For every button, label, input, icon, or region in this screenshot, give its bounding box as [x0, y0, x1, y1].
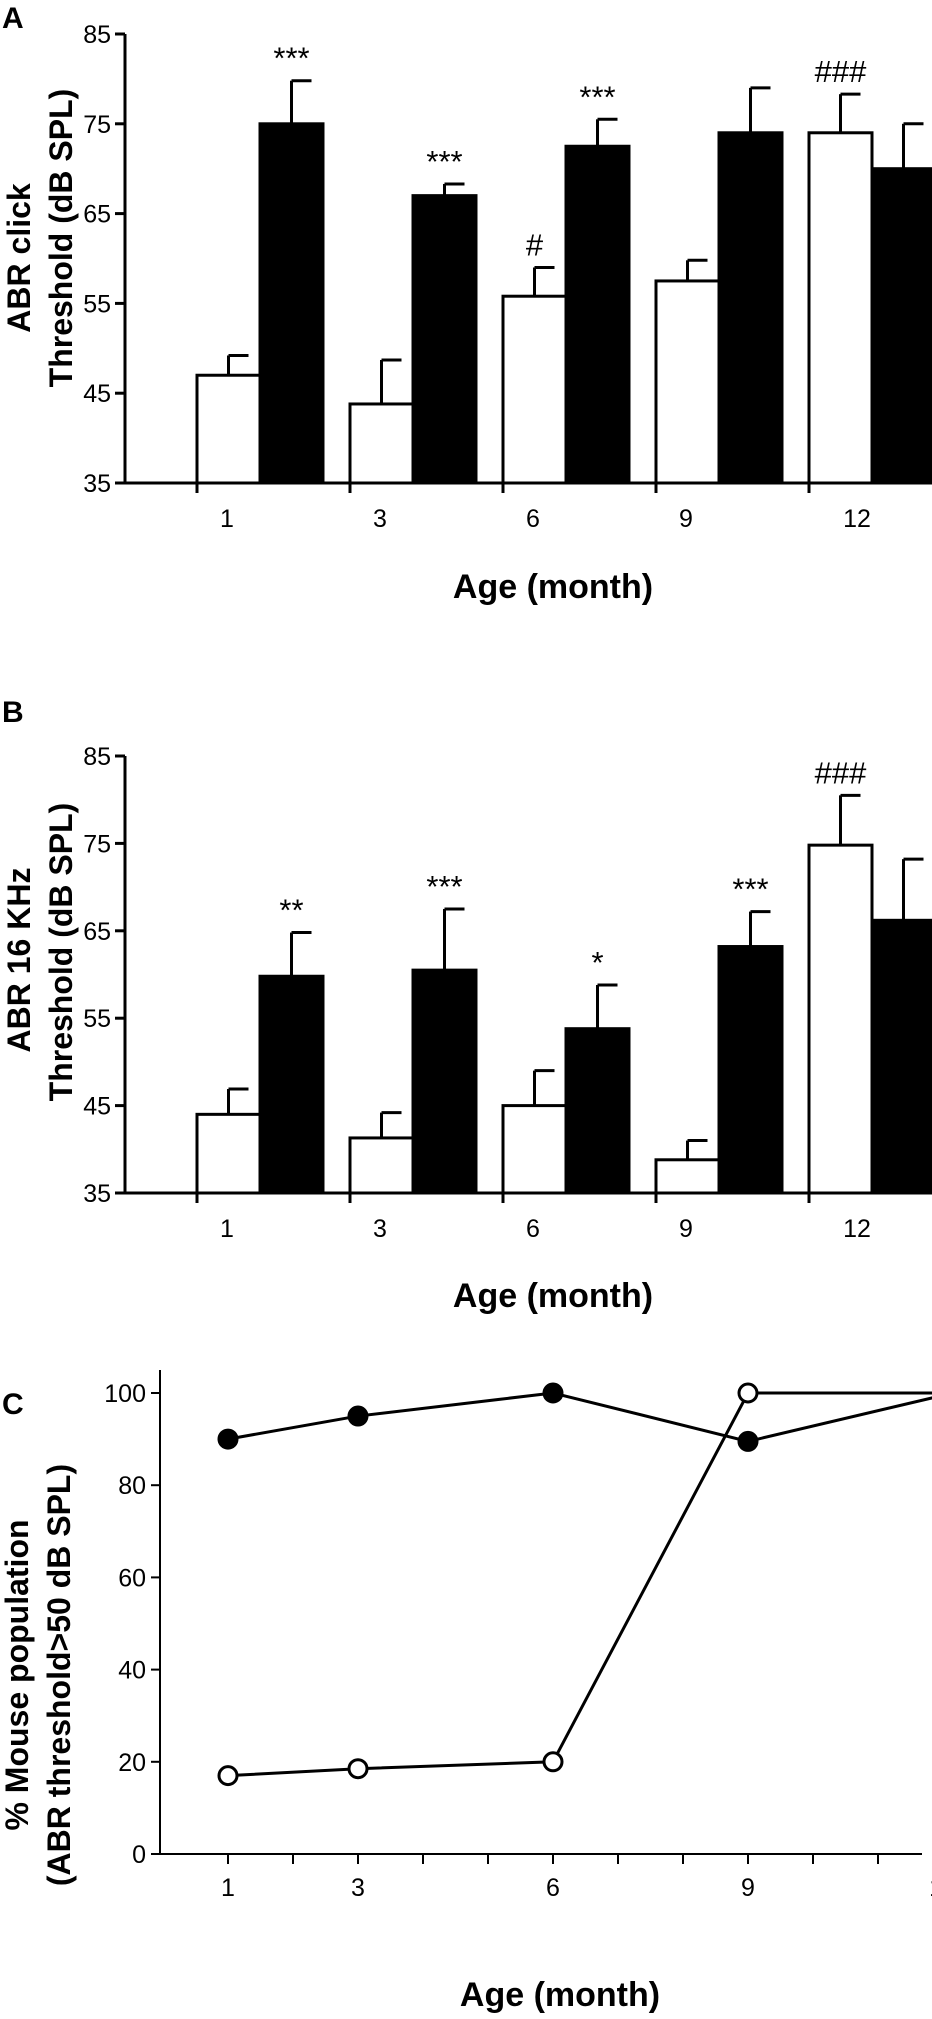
- panel-b-xtick-label: 1: [220, 1215, 234, 1243]
- panel-c-series-line: [227, 1391, 932, 1443]
- panel-a-significance-label: ***: [273, 41, 309, 76]
- panel-b-xtick-label: 6: [526, 1215, 540, 1243]
- panel-c-xtick-label: 6: [546, 1874, 560, 1902]
- panel-a-ytick-label: 45: [83, 380, 111, 408]
- panel-a-ytick-label: 55: [83, 290, 111, 318]
- panel-c-ylabel-line1: % Mouse population: [0, 1519, 35, 1830]
- panel-a-bar: [717, 131, 784, 485]
- panel-b-bar: [501, 1104, 568, 1195]
- panel-c-point: [737, 1430, 759, 1452]
- panel-c-letter: C: [2, 1388, 24, 1421]
- panel-c-xlabel: Age (month): [460, 1976, 660, 2014]
- panel-c-ytick-label: 100: [104, 1380, 146, 1408]
- panel-a-letter: A: [2, 2, 24, 35]
- panel-a: A ABR click Threshold (dB SPL) Age (mont…: [1, 2, 932, 606]
- panel-a-ylabel-line1: ABR click: [1, 183, 37, 333]
- panel-b-bar: [195, 1112, 262, 1195]
- panel-c: C % Mouse population (ABR threshold>50 d…: [0, 1370, 932, 2014]
- panel-a-xtick-label: 1: [220, 505, 234, 533]
- panel-c-point: [542, 1751, 564, 1773]
- panel-b-significance-label: **: [279, 893, 303, 928]
- panel-b-ytick-label: 65: [83, 918, 111, 946]
- panel-b-xtick-label: 12: [843, 1215, 871, 1243]
- panel-b-ytick-label: 85: [83, 743, 111, 771]
- panel-c-xtick-label: 12: [929, 1874, 932, 1902]
- panel-b-ylabel-line2: Threshold (dB SPL): [43, 803, 79, 1102]
- panel-b-bar: [411, 968, 478, 1195]
- panel-a-bar: [564, 144, 631, 485]
- panel-a-bar: [411, 194, 478, 485]
- panel-c-ytick-label: 80: [118, 1472, 146, 1500]
- panel-a-bar: [258, 122, 325, 485]
- panel-b-letter: B: [2, 696, 24, 729]
- panel-c-point: [217, 1765, 239, 1787]
- panel-b-significance-label: ***: [732, 872, 768, 907]
- panel-a-significance-label: ###: [815, 54, 867, 89]
- panel-c-ytick-label: 0: [132, 1841, 146, 1869]
- panel-c-point: [347, 1405, 369, 1427]
- panel-b-bar: [717, 945, 784, 1195]
- panel-a-ytick-label: 35: [83, 470, 111, 498]
- panel-a-xtick-label: 12: [843, 505, 871, 533]
- panel-a-significance-label: #: [526, 227, 544, 262]
- panel-a-bar: [870, 167, 932, 485]
- panel-a-bar: [348, 402, 415, 485]
- panel-b-bar: [654, 1158, 721, 1195]
- panel-b-ytick-label: 45: [83, 1093, 111, 1121]
- panel-c-point: [217, 1428, 239, 1450]
- panel-b-xtick-label: 3: [373, 1215, 387, 1243]
- panel-a-bar: [195, 373, 262, 485]
- panel-c-ytick-label: 60: [118, 1564, 146, 1592]
- panel-b-xlabel: Age (month): [453, 1277, 653, 1315]
- panel-c-ytick-label: 20: [118, 1749, 146, 1777]
- panel-a-ytick-label: 75: [83, 111, 111, 139]
- panel-b-ylabel-line1: ABR 16 KHz: [1, 868, 37, 1053]
- panel-a-bar: [807, 131, 874, 485]
- panel-b-significance-label: ***: [426, 869, 462, 904]
- panel-a-ytick-label: 65: [83, 201, 111, 229]
- panel-a-xtick-label: 6: [526, 505, 540, 533]
- panel-c-ytick-label: 40: [118, 1657, 146, 1685]
- panel-c-point: [737, 1382, 759, 1404]
- panel-a-bar: [654, 279, 721, 485]
- panel-a-xtick-label: 9: [679, 505, 693, 533]
- panel-b-ytick-label: 35: [83, 1180, 111, 1208]
- panel-a-ylabel-line2: Threshold (dB SPL): [43, 89, 79, 388]
- panel-c-xtick-label: 3: [351, 1874, 365, 1902]
- panel-a-xlabel: Age (month): [453, 568, 653, 606]
- panel-c-point: [347, 1758, 369, 1780]
- panel-b-bar: [870, 918, 932, 1195]
- panel-b: B ABR 16 KHz Threshold (dB SPL) Age (mon…: [1, 696, 932, 1315]
- panel-a-significance-label: ***: [579, 79, 615, 114]
- panel-c-xtick-label: 1: [221, 1874, 235, 1902]
- panel-a-ytick-label: 85: [83, 21, 111, 49]
- panel-b-ytick-label: 55: [83, 1005, 111, 1033]
- panel-b-significance-label: ###: [815, 755, 867, 790]
- panel-c-ylabel-line2: (ABR threshold>50 dB SPL): [41, 1464, 77, 1886]
- panel-c-series-line: [227, 1391, 932, 1778]
- panel-b-bar: [348, 1136, 415, 1195]
- panel-a-bar: [501, 294, 568, 485]
- panel-b-significance-label: *: [591, 945, 603, 980]
- panel-c-point: [542, 1382, 564, 1404]
- panel-b-bar: [807, 843, 874, 1195]
- panel-c-xtick-label: 9: [741, 1874, 755, 1902]
- panel-b-bar: [564, 1027, 631, 1195]
- panel-b-ytick-label: 75: [83, 830, 111, 858]
- panel-b-bar: [258, 974, 325, 1195]
- panel-a-significance-label: ***: [426, 144, 462, 179]
- panel-b-xtick-label: 9: [679, 1215, 693, 1243]
- panel-a-xtick-label: 3: [373, 505, 387, 533]
